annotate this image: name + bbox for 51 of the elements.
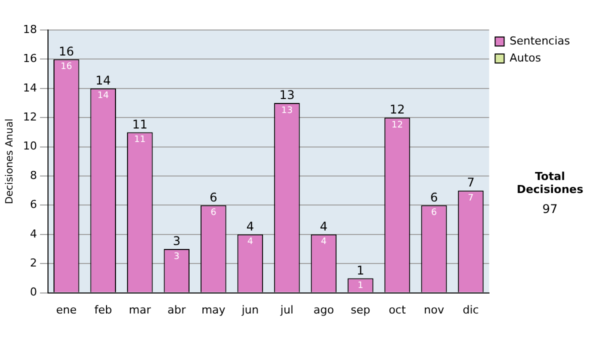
data-label: 4 xyxy=(247,237,254,248)
data-label: 6 xyxy=(431,208,438,218)
total-label: 6 xyxy=(210,190,218,204)
total-label: 3 xyxy=(172,234,180,248)
data-label: 3 xyxy=(174,252,180,262)
x-tick-label: nov xyxy=(424,303,445,316)
y-tick-label: 4 xyxy=(30,227,37,240)
x-tick-label: jun xyxy=(240,303,259,316)
x-tick-label: may xyxy=(201,303,226,316)
data-label: 14 xyxy=(97,91,110,102)
total-label: 1 xyxy=(356,263,364,278)
data-label: 6 xyxy=(210,208,217,218)
x-tick-label: jul xyxy=(279,303,294,316)
total-label: 14 xyxy=(96,74,111,88)
total-label: 13 xyxy=(279,88,295,102)
total-label: 12 xyxy=(390,102,405,117)
y-tick-label: 12 xyxy=(22,110,37,124)
text: Total Decisiones xyxy=(516,170,584,196)
x-tick-label: mar xyxy=(128,303,152,316)
data-label: 12 xyxy=(392,120,403,130)
total-label: 6 xyxy=(430,190,438,204)
y-tick-label: 2 xyxy=(30,256,37,270)
total-label: 16 xyxy=(58,44,74,58)
y-tick-label: 10 xyxy=(22,140,37,153)
x-tick-label: dic xyxy=(462,303,479,316)
data-label: 1 xyxy=(358,281,364,292)
y-tick-label: 0 xyxy=(30,286,37,299)
data-label: 7 xyxy=(468,193,474,204)
y-tick-label: 6 xyxy=(30,198,37,212)
text: 97 xyxy=(541,202,559,216)
y-tick-label: 16 xyxy=(22,52,37,66)
x-tick-label: oct xyxy=(388,303,406,316)
data-label: 11 xyxy=(134,135,146,146)
x-tick-label: ene xyxy=(56,303,77,316)
legend-label: Autos xyxy=(510,51,542,64)
data-label: 16 xyxy=(60,62,72,72)
total-label: 4 xyxy=(246,220,254,234)
x-tick-label: ago xyxy=(313,303,334,316)
legend-label: Sentencias xyxy=(510,34,570,48)
y-tick-label: 8 xyxy=(30,168,37,182)
total-label: 11 xyxy=(132,117,148,132)
x-tick-label: feb xyxy=(94,303,112,316)
x-tick-label: sep xyxy=(350,303,370,316)
total-label: 4 xyxy=(320,220,328,234)
x-tick-label: abr xyxy=(168,303,186,316)
y-tick-label: 18 xyxy=(22,22,37,36)
data-label: 4 xyxy=(320,237,327,248)
y-axis-title: Decisiones Anual xyxy=(4,118,16,204)
data-label: 13 xyxy=(281,106,293,116)
total-label: 7 xyxy=(466,176,475,190)
y-tick-label: 14 xyxy=(22,81,37,94)
